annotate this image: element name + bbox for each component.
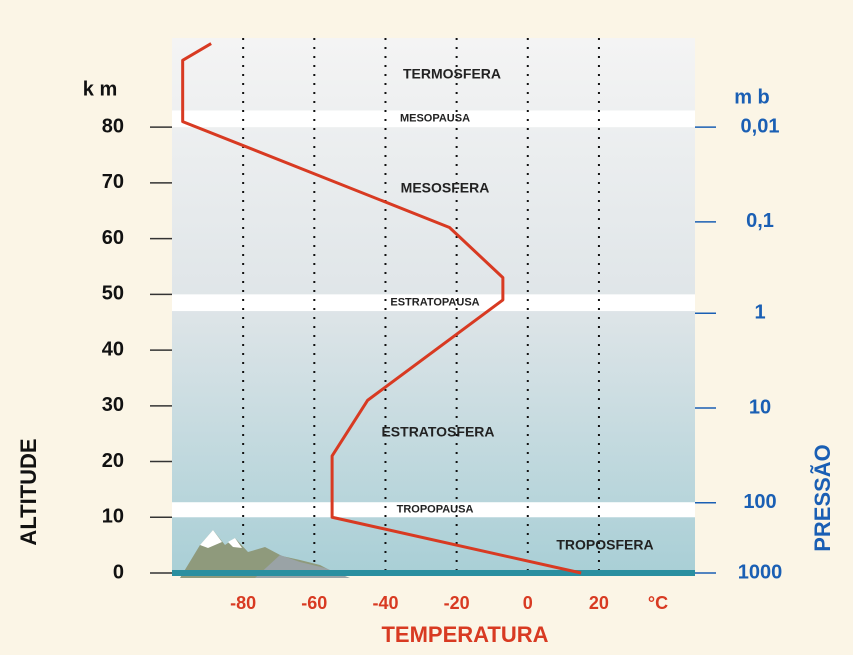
y2-tick-label: 0,1: [746, 210, 774, 232]
x-tick-label: -40: [372, 593, 398, 613]
y2-axis-title: PRESSÃO: [810, 444, 835, 552]
x-tick-label: -20: [444, 593, 470, 613]
y-axis-title: ALTITUDE: [16, 438, 41, 545]
y-tick-label: 80: [102, 115, 124, 137]
pause-label: TROPOPAUSA: [397, 504, 474, 516]
y-tick-label: 20: [102, 450, 124, 472]
y-unit: k m: [83, 78, 117, 100]
x-unit: °C: [648, 593, 668, 613]
y-tick-label: 50: [102, 283, 124, 305]
y-tick-label: 30: [102, 394, 124, 416]
layer-label: TERMOSFERA: [403, 66, 501, 82]
y-tick-label: 0: [113, 561, 124, 583]
layer-label: TROPOSFERA: [556, 537, 653, 553]
x-tick-label: -60: [301, 593, 327, 613]
y2-tick-label: 10: [749, 396, 771, 418]
pause-label: MESOPAUSA: [400, 113, 470, 125]
layer-label: MESOSFERA: [401, 180, 490, 196]
y2-tick-label: 1000: [738, 561, 783, 583]
y-tick-label: 10: [102, 506, 124, 528]
x-tick-label: 20: [589, 593, 609, 613]
ground: [172, 570, 695, 576]
page: {"chart_data": {"type": "line", "x_label…: [0, 0, 853, 655]
y2-tick-label: 0,01: [741, 115, 780, 137]
y-tick-label: 60: [102, 227, 124, 249]
pause-label: ESTRATOPAUSA: [390, 297, 479, 309]
x-axis-title: TEMPERATURA: [381, 622, 548, 647]
x-tick-label: 0: [523, 593, 533, 613]
y-tick-label: 40: [102, 338, 124, 360]
y2-unit: m b: [734, 86, 770, 108]
y2-tick-label: 1: [754, 302, 765, 324]
y2-tick-label: 100: [743, 491, 776, 513]
y-tick-label: 70: [102, 171, 124, 193]
layer-label: ESTRATOSFERA: [381, 424, 494, 440]
chart: MESOPAUSAESTRATOPAUSATROPOPAUSA k m m b …: [0, 0, 853, 650]
x-tick-label: -80: [230, 593, 256, 613]
